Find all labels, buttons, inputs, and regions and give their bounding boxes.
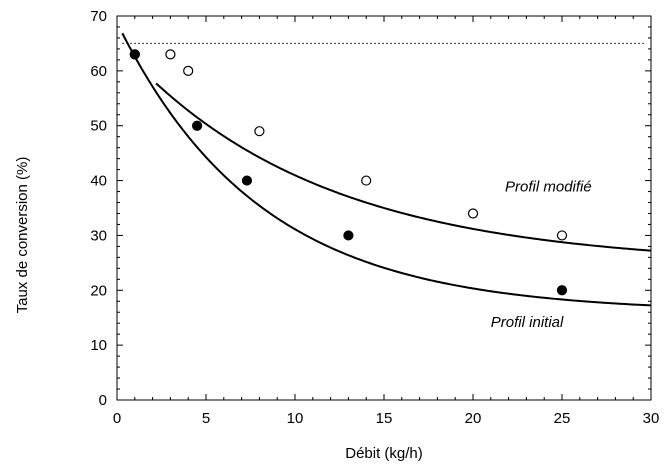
annotation-profil-initial: Profil initial	[491, 314, 564, 331]
data-points	[129, 49, 568, 296]
x-tick-label: 20	[465, 410, 482, 427]
y-tick-label: 20	[90, 282, 107, 299]
y-tick-label: 0	[99, 392, 107, 409]
x-tick-label: 5	[202, 410, 210, 427]
y-tick-label: 50	[90, 118, 107, 135]
axes: 0 5 10 15 20 25 30 0 10 20 30 40 50 60 70	[90, 8, 659, 427]
y-tick-label: 60	[90, 63, 107, 80]
point-profil-initial	[129, 49, 140, 60]
x-tick-label: 25	[554, 410, 571, 427]
labels: Débit (kg/h) Taux de conversion (%) Prof…	[14, 157, 592, 462]
point-profil-initial	[192, 120, 203, 131]
x-tick-label: 0	[113, 410, 121, 427]
point-profil-modifie	[556, 230, 568, 241]
y-tick-label: 70	[90, 8, 107, 25]
x-tick-label: 15	[376, 410, 393, 427]
point-profil-initial	[241, 175, 253, 186]
point-profil-modifie	[183, 65, 194, 76]
y-tick-label: 40	[90, 173, 107, 190]
point-profil-modifie	[254, 126, 265, 137]
y-axis-title: Taux de conversion (%)	[14, 157, 31, 314]
point-profil-modifie	[165, 49, 176, 60]
fit-curve-profil-initial	[121, 32, 652, 307]
y-tick-label: 30	[90, 227, 107, 244]
point-profil-modifie	[467, 208, 479, 219]
y-tick-label: 10	[90, 337, 107, 354]
point-profil-initial	[556, 285, 568, 296]
fit-curve-profil-modifie	[155, 82, 652, 252]
point-profil-initial	[343, 230, 354, 241]
x-tick-label: 10	[287, 410, 304, 427]
x-tick-label: 30	[643, 410, 660, 427]
annotation-profil-modifie: Profil modifié	[505, 179, 592, 196]
fit-curves	[121, 32, 652, 307]
point-profil-modifie	[361, 175, 372, 186]
x-axis-title: Débit (kg/h)	[345, 445, 423, 462]
